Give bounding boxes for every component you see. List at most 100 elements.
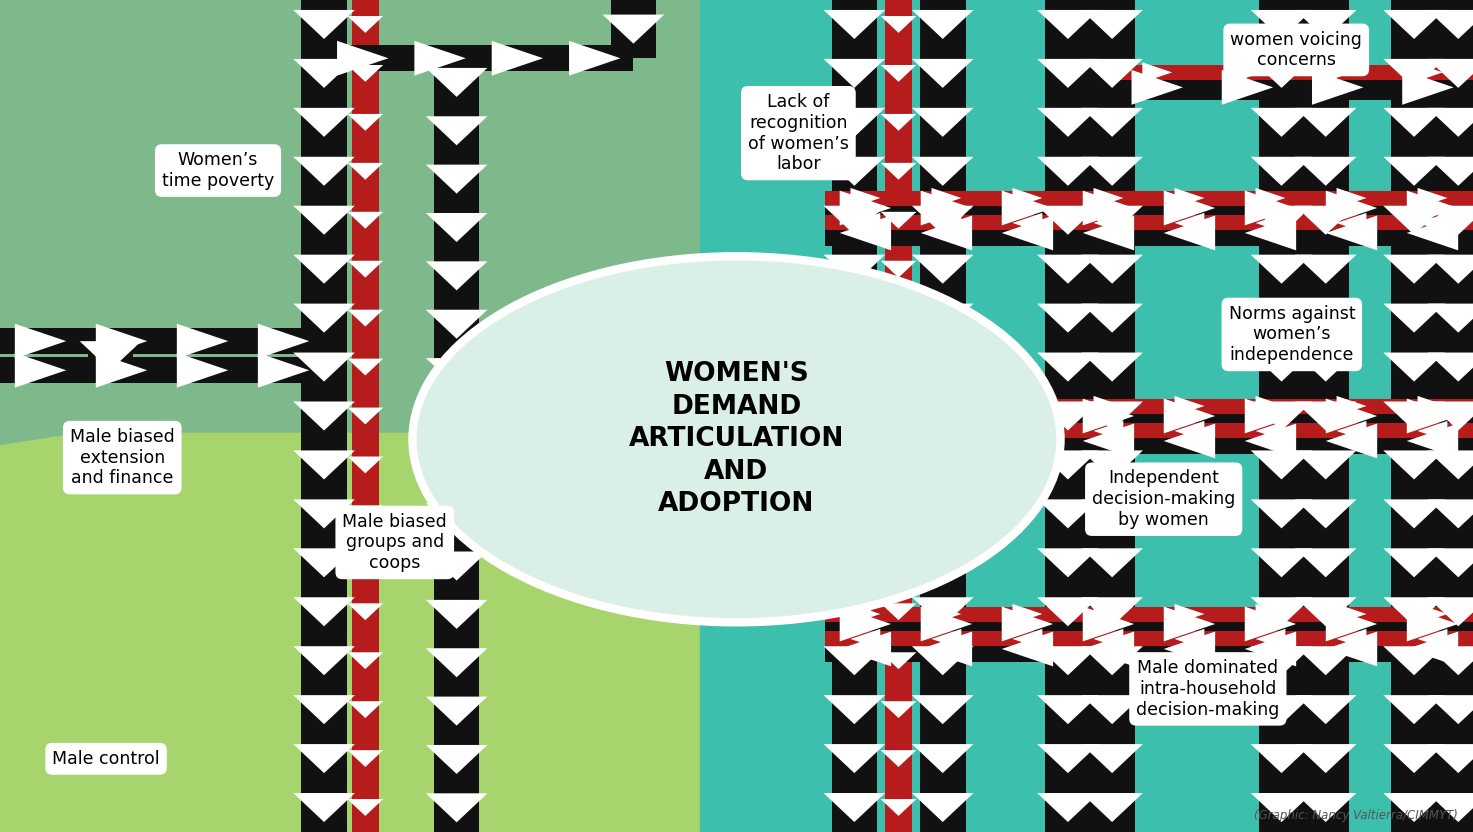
Polygon shape [1255, 421, 1286, 441]
Polygon shape [1427, 353, 1473, 382]
Polygon shape [414, 41, 465, 76]
Polygon shape [348, 65, 383, 82]
Polygon shape [1295, 548, 1357, 577]
Polygon shape [1295, 206, 1357, 235]
Polygon shape [1221, 70, 1273, 105]
Polygon shape [426, 648, 488, 677]
Polygon shape [1037, 353, 1099, 382]
Polygon shape [881, 799, 916, 816]
Polygon shape [912, 597, 974, 626]
Polygon shape [1002, 607, 1053, 641]
Bar [700, 0, 1473, 832]
Polygon shape [1251, 450, 1312, 479]
Polygon shape [881, 65, 916, 82]
Polygon shape [0, 433, 700, 832]
Polygon shape [1083, 191, 1134, 225]
Polygon shape [1258, 0, 1305, 832]
Polygon shape [1302, 0, 1349, 832]
Polygon shape [1164, 631, 1215, 666]
Polygon shape [1037, 793, 1099, 822]
Polygon shape [1336, 188, 1367, 208]
Polygon shape [881, 260, 916, 278]
Polygon shape [1323, 62, 1352, 82]
Polygon shape [912, 255, 974, 284]
Polygon shape [1037, 59, 1099, 88]
Polygon shape [348, 652, 383, 669]
Polygon shape [1427, 402, 1473, 430]
Polygon shape [850, 188, 881, 208]
Polygon shape [1295, 597, 1357, 626]
Polygon shape [881, 457, 916, 473]
Polygon shape [1427, 255, 1473, 284]
Polygon shape [1012, 629, 1043, 649]
Polygon shape [293, 499, 355, 528]
Polygon shape [1037, 646, 1099, 676]
Polygon shape [1251, 696, 1312, 724]
Polygon shape [426, 310, 488, 339]
Polygon shape [921, 399, 972, 433]
Polygon shape [1081, 548, 1143, 577]
Polygon shape [80, 341, 141, 370]
Polygon shape [825, 423, 1473, 438]
Polygon shape [348, 16, 383, 33]
Polygon shape [840, 607, 891, 641]
Text: women voicing
concerns: women voicing concerns [1230, 31, 1363, 69]
Polygon shape [1002, 399, 1053, 433]
Polygon shape [1255, 213, 1286, 233]
Polygon shape [1251, 156, 1312, 186]
Polygon shape [1295, 450, 1357, 479]
Polygon shape [825, 611, 1473, 637]
Polygon shape [1002, 215, 1053, 250]
Polygon shape [1312, 70, 1364, 105]
Polygon shape [1383, 793, 1445, 822]
Polygon shape [881, 163, 916, 180]
Polygon shape [96, 353, 147, 388]
Text: (Graphic: Nancy Valtierra/CIMMYT): (Graphic: Nancy Valtierra/CIMMYT) [1255, 809, 1458, 822]
Polygon shape [1326, 215, 1377, 250]
Polygon shape [931, 604, 962, 624]
Polygon shape [921, 423, 972, 458]
Polygon shape [1383, 402, 1445, 430]
Polygon shape [1295, 10, 1357, 39]
Polygon shape [912, 744, 974, 773]
Polygon shape [1245, 607, 1296, 641]
Polygon shape [1417, 604, 1448, 624]
Polygon shape [850, 213, 881, 233]
Text: WOMEN'S
DEMAND
ARTICULATION
AND
ADOPTION: WOMEN'S DEMAND ARTICULATION AND ADOPTION [629, 361, 844, 518]
Polygon shape [1083, 399, 1134, 433]
Polygon shape [825, 215, 1473, 230]
Polygon shape [602, 15, 664, 43]
Polygon shape [912, 353, 974, 382]
Polygon shape [1245, 399, 1296, 433]
Polygon shape [1427, 597, 1473, 626]
Polygon shape [426, 406, 488, 435]
Polygon shape [293, 206, 355, 235]
Polygon shape [1112, 65, 1473, 80]
Polygon shape [1037, 744, 1099, 773]
Polygon shape [931, 396, 962, 416]
Polygon shape [825, 191, 1473, 206]
Polygon shape [823, 597, 885, 626]
Polygon shape [1233, 62, 1262, 82]
Polygon shape [912, 10, 974, 39]
Polygon shape [1251, 59, 1312, 88]
Polygon shape [426, 213, 488, 242]
Polygon shape [177, 324, 228, 359]
Polygon shape [1427, 646, 1473, 676]
Polygon shape [1093, 213, 1124, 233]
Polygon shape [1251, 744, 1312, 773]
Polygon shape [492, 41, 544, 76]
Polygon shape [433, 58, 480, 832]
Polygon shape [1245, 215, 1296, 250]
Polygon shape [1081, 255, 1143, 284]
Polygon shape [823, 793, 885, 822]
Polygon shape [293, 255, 355, 284]
Polygon shape [1383, 10, 1445, 39]
Polygon shape [1037, 206, 1099, 235]
Polygon shape [1295, 108, 1357, 136]
Polygon shape [823, 10, 885, 39]
Polygon shape [1407, 399, 1458, 433]
Polygon shape [1251, 646, 1312, 676]
Polygon shape [881, 310, 916, 326]
Polygon shape [1081, 597, 1143, 626]
